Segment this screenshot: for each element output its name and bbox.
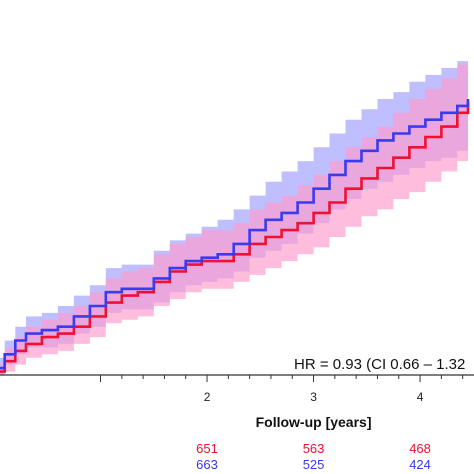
- step-line-1: [0, 99, 470, 370]
- at-risk-number: 651: [196, 441, 218, 456]
- x-ticks: 2 3 4: [100, 375, 464, 404]
- at-risk-number: 468: [409, 441, 431, 456]
- x-axis: 2 3 4: [0, 374, 474, 404]
- x-axis-label: Follow-up [years]: [256, 414, 372, 430]
- hazard-ratio-annotation: HR = 0.93 (CI 0.66 – 1.32: [294, 356, 465, 373]
- x-tick-label: 3: [310, 390, 317, 404]
- at-risk-number: 525: [303, 457, 325, 472]
- x-tick-label: 4: [417, 390, 424, 404]
- x-tick-label: 2: [204, 390, 211, 404]
- at-risk-number: 563: [303, 441, 325, 456]
- ci-band-2: [0, 54, 468, 375]
- at-risk-number: 424: [409, 457, 431, 472]
- numbers-at-risk: 651 563 468 663 525 424: [196, 441, 431, 472]
- step-line-2: [0, 102, 470, 373]
- at-risk-number: 663: [196, 457, 218, 472]
- plot-area: [0, 54, 470, 375]
